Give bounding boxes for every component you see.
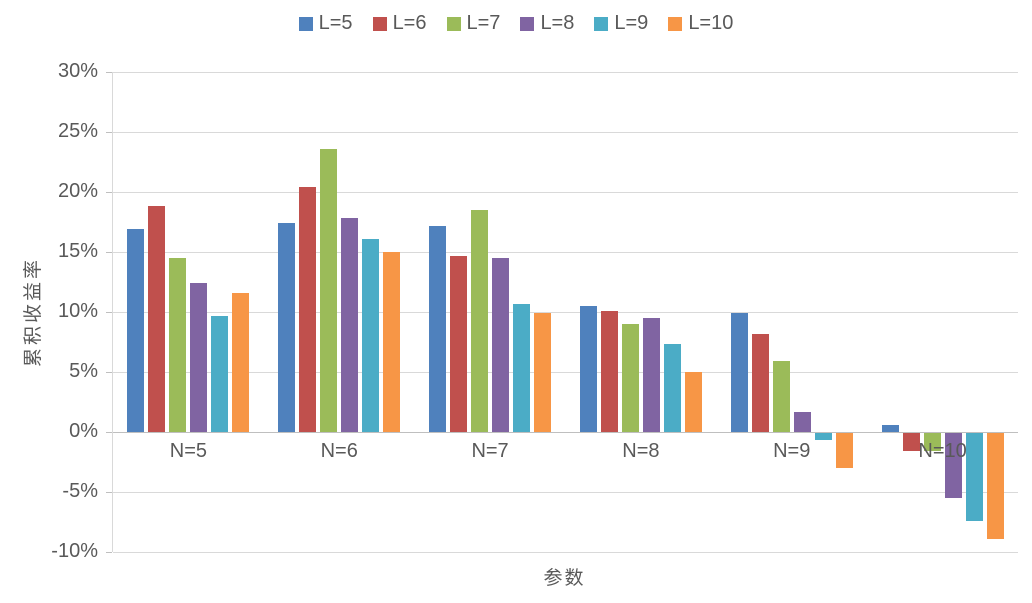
bar-L=6-N=10 (902, 433, 920, 451)
gridline (113, 132, 1018, 133)
y-axis-tick-label: 10% (57, 300, 98, 322)
bar-L=9-N=8 (663, 344, 681, 432)
x-axis-category-label: N=6 (320, 440, 358, 462)
bar-L=9-N=10 (965, 433, 983, 521)
legend-label: L=9 (614, 12, 649, 34)
legend-swatch (372, 16, 387, 31)
legend-item: L=5 (298, 12, 353, 35)
bar-L=10-N=8 (684, 372, 702, 432)
bar-L=9-N=5 (211, 315, 229, 432)
y-axis-tick-mark (106, 432, 112, 433)
x-axis-title: 参数 (543, 568, 586, 589)
y-axis: 30% 25% 20% 15% 10% 5% 0% -5% -10% (0, 60, 112, 562)
legend-swatch (520, 16, 535, 31)
bar-L=6-N=9 (751, 333, 769, 432)
bar-L=5-N=6 (278, 223, 296, 432)
legend-item: L=9 (594, 12, 648, 35)
x-axis-category-label: N=8 (622, 440, 660, 462)
legend-swatch (298, 16, 313, 31)
gridline (113, 312, 1018, 313)
bar-L=6-N=7 (450, 255, 468, 432)
bar-L=6-N=6 (299, 187, 317, 432)
bar-L=5-N=10 (881, 424, 899, 432)
gridline (113, 372, 1018, 373)
bar-L=5-N=5 (127, 229, 145, 432)
legend-item: L=7 (446, 12, 501, 35)
bar-L=10-N=6 (383, 252, 401, 432)
y-axis-tick-mark (106, 552, 112, 553)
bar-L=5-N=7 (429, 225, 447, 432)
legend-swatch (594, 16, 609, 31)
y-axis-tick-label: 20% (57, 180, 98, 202)
y-axis-tick-mark (106, 492, 112, 493)
bar-L=8-N=9 (793, 411, 811, 432)
y-axis-tick-mark (106, 192, 112, 193)
y-axis-tick-mark (106, 312, 112, 313)
y-axis-tick-label: 5% (69, 360, 98, 382)
y-axis-tick-mark (106, 132, 112, 133)
gridline (113, 552, 1018, 553)
gridline (113, 72, 1018, 73)
bar-L=7-N=8 (621, 324, 639, 432)
legend: L=5 L=6 L=7 L=8 L=9 L=10 (0, 12, 1032, 35)
gridline (113, 492, 1018, 493)
x-axis-category-label: N=9 (773, 440, 811, 462)
y-axis-tick-label: -10% (51, 540, 98, 562)
x-axis-category-label: N=10 (918, 440, 967, 462)
bar-L=7-N=7 (471, 210, 489, 432)
bar-L=7-N=5 (169, 258, 187, 432)
legend-swatch (668, 16, 683, 31)
plot-area: N=5 N=6 N=7 N=8 N=9 N=10 (112, 72, 1018, 553)
y-axis-tick-label: 15% (57, 240, 98, 262)
legend-item: L=10 (668, 12, 733, 35)
bar-L=6-N=8 (600, 310, 618, 432)
y-axis-tick-label: 30% (57, 60, 98, 82)
y-axis-tick-mark (106, 372, 112, 373)
y-axis-tick-label: -5% (62, 480, 98, 502)
bar-L=10-N=9 (835, 433, 853, 468)
y-axis-tick-label: 0% (69, 420, 98, 442)
legend-label: L=10 (688, 12, 734, 34)
bar-L=7-N=9 (772, 361, 790, 432)
bar-L=9-N=6 (362, 238, 380, 432)
bar-L=6-N=5 (148, 206, 166, 432)
bar-L=7-N=6 (320, 148, 338, 432)
bar-L=8-N=6 (341, 218, 359, 432)
bar-L=8-N=7 (492, 258, 510, 432)
legend-label: L=6 (392, 12, 427, 34)
legend-item: L=8 (520, 12, 574, 35)
bar-L=8-N=10 (944, 433, 962, 498)
bar-L=5-N=8 (579, 306, 597, 432)
legend-label: L=7 (466, 12, 501, 34)
bar-L=9-N=7 (513, 303, 531, 432)
y-axis-tick-mark (106, 72, 112, 73)
y-axis-tick-mark (106, 252, 112, 253)
legend-swatch (446, 16, 461, 31)
bar-L=7-N=10 (923, 433, 941, 451)
gridline (113, 432, 1018, 433)
x-axis-category-label: N=7 (471, 440, 509, 462)
y-axis-tick-label: 25% (57, 120, 98, 142)
bar-L=5-N=9 (730, 313, 748, 432)
bar-L=10-N=5 (232, 292, 250, 432)
bar-L=8-N=8 (642, 318, 660, 432)
legend-label: L=8 (540, 12, 575, 34)
gridline (113, 252, 1018, 253)
legend-item: L=6 (372, 12, 427, 35)
bar-L=8-N=5 (190, 283, 208, 432)
gridline (113, 192, 1018, 193)
bar-L=9-N=9 (814, 433, 832, 441)
legend-label: L=5 (318, 12, 353, 34)
bar-L=10-N=7 (534, 313, 552, 432)
x-axis-category-label: N=5 (169, 440, 208, 462)
bar-L=10-N=10 (986, 433, 1004, 539)
